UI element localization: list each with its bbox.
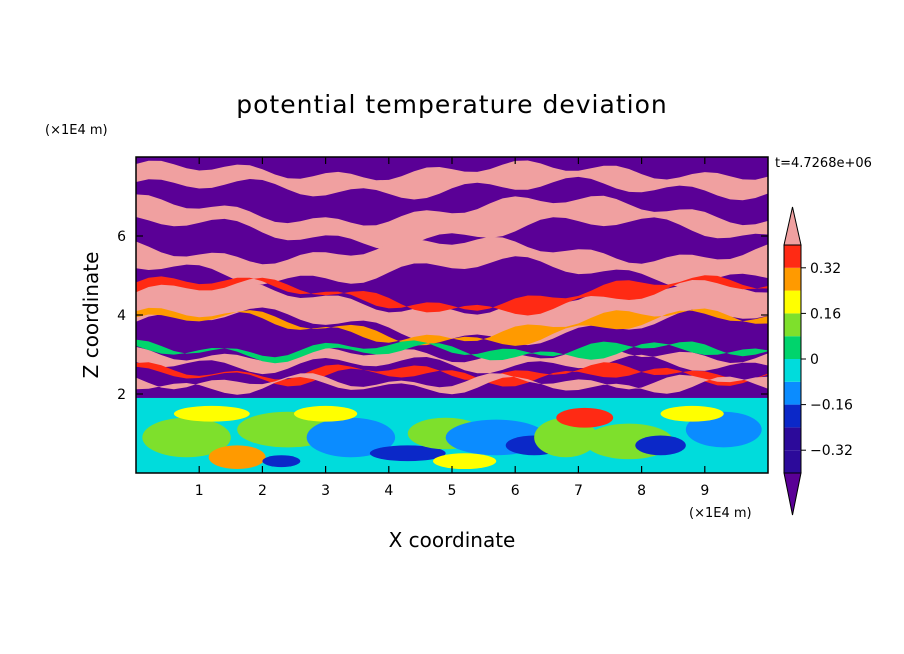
colorbar-tick-label: −0.16 [810,398,853,414]
field-band [136,194,768,250]
field-eddy [433,453,497,470]
chart-title: potential temperature deviation [236,90,667,119]
colorbar-tick-label: 0.32 [810,261,841,277]
field-eddy [306,417,396,458]
field-band [136,275,768,316]
x-tick-label: 6 [511,483,520,499]
time-label: t=4.7268e+06 [775,156,872,171]
x-tick-label: 9 [700,483,709,499]
x-unit-label: (×1E4 m) [689,506,752,521]
field-eddy [534,417,598,458]
colorbar-segment [784,427,801,451]
colorbar-segment [784,290,801,314]
colorbar-segment [784,336,801,359]
field-eddy [556,407,614,428]
colorbar-segment [784,450,801,473]
colorbar-segment [784,245,801,268]
x-axis-label: X coordinate [389,528,516,552]
field-eddy [173,405,250,422]
colorbar-segment [784,267,801,291]
colorbar-tick-label: 0.16 [810,306,841,322]
y-axis: 2 4 6 [117,229,768,403]
y-tick-label: 6 [117,229,126,245]
x-tick-label: 2 [258,483,267,499]
colorbar-extend-min [783,472,802,516]
y-tick-label: 4 [117,308,126,324]
colorbar-tick-label: 0 [810,352,819,368]
colorbar-segment [784,381,801,405]
colorbar-segment [784,313,801,337]
field-eddy [635,435,686,456]
field-band [136,373,768,395]
field-band [136,362,768,387]
field-band [136,339,768,364]
colorbar: 0.32 0.16 0 −0.16 −0.32 [783,206,853,516]
x-tick-label: 7 [574,483,583,499]
field-eddy [208,445,266,470]
field-band [136,307,768,346]
y-tick-label: 2 [117,387,126,403]
x-tick-label: 4 [384,483,393,499]
x-tick-label: 5 [448,483,457,499]
x-tick-label: 1 [195,483,204,499]
plot-area [136,157,768,473]
field-eddy [369,445,446,462]
field-eddy [262,455,301,468]
field-eddy [142,417,231,458]
colorbar-tick-label: −0.32 [810,443,853,459]
field-eddy [294,405,358,422]
y-axis-label: Z coordinate [79,252,103,379]
field-eddy [660,405,724,422]
field-band [136,236,768,287]
field-band [136,160,768,201]
colorbar-segment [784,404,801,428]
x-axis: 1 2 3 4 5 6 7 8 9 [195,157,709,499]
x-tick-label: 8 [637,483,646,499]
colorbar-segment [784,359,801,382]
y-unit-label: (×1E4 m) [45,123,108,138]
x-tick-label: 3 [321,483,330,499]
colorbar-extend-max [783,206,802,246]
